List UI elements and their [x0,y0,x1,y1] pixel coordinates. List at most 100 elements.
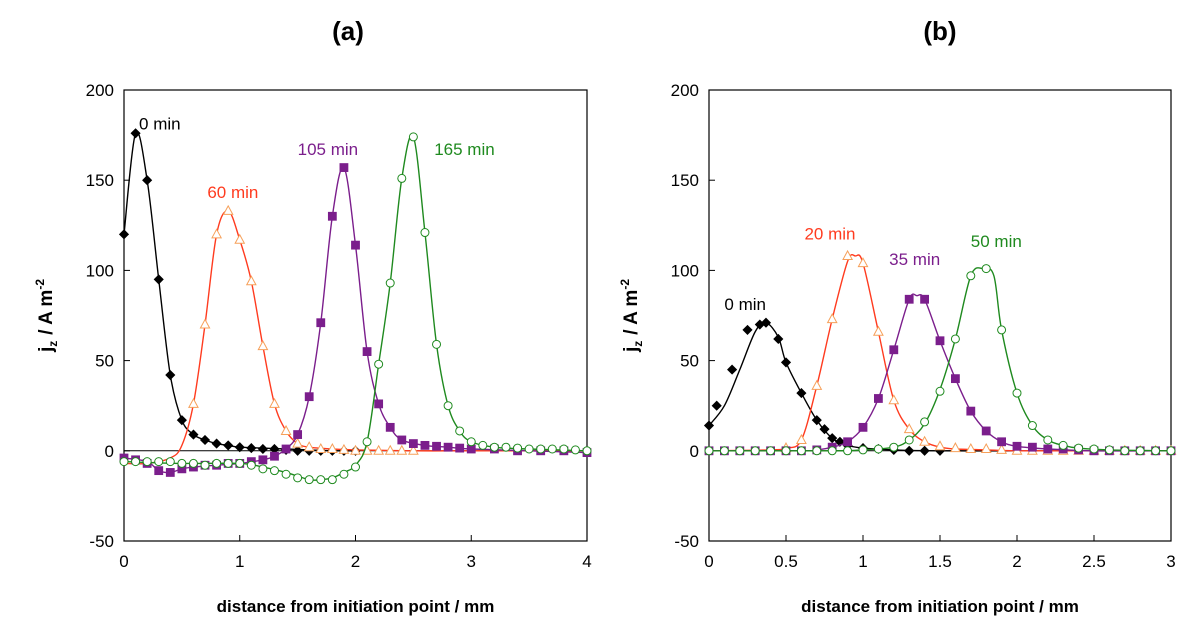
data-point-marker [904,445,915,456]
data-point-marker [703,420,715,431]
x-tick-label: 3 [1166,552,1175,571]
y-axis-label: jz / A m-2 [33,279,60,353]
data-point-marker [234,233,246,244]
y-tick-label: 200 [671,81,699,100]
data-point-marker [339,163,349,172]
y-tick-label: 150 [86,171,114,190]
series-line [123,131,356,452]
data-point-marker [559,444,569,454]
series-0-min: 0 min [118,115,361,456]
y-tick-label: 50 [680,352,699,371]
data-point-marker [211,228,223,239]
data-point-marker [315,442,327,453]
data-point-marker [773,333,784,345]
data-point-marker [996,443,1008,454]
x-tick-label: 0 [119,552,128,571]
data-point-marker [303,441,315,452]
data-point-marker [396,444,408,455]
data-point-marker [1027,421,1037,431]
data-point-marker [478,440,488,450]
series-line [123,166,588,474]
data-point-marker [889,345,899,355]
data-point-marker [719,446,729,456]
data-point-marker [547,444,557,454]
data-point-marker [200,460,210,470]
data-point-marker [257,443,268,455]
data-point-marker [408,439,418,448]
y-axis-label: jz / A m-2 [618,279,645,353]
data-point-marker [177,458,187,468]
y-tick-label: -50 [674,532,699,551]
data-point-marker [843,446,853,456]
x-tick-label: 3 [467,552,476,571]
data-point-marker [727,364,738,375]
data-point-marker [188,397,199,408]
data-point-marker [420,440,430,450]
data-point-marker [711,400,722,411]
series-label: 165 min [434,140,494,159]
plot-frame [708,89,1172,542]
data-point-marker [766,446,776,456]
series-label: 60 min [207,183,258,202]
data-point-marker [780,357,792,368]
data-point-marker [316,318,326,328]
data-point-marker [919,445,930,456]
data-point-marker [934,440,946,451]
x-axis-label: distance from initiation point / mm [217,597,495,616]
data-point-marker [223,458,233,468]
data-point-marker [432,339,442,349]
data-point-marker [154,466,164,476]
data-point-marker [501,442,511,452]
data-point-marker [165,369,176,381]
data-point-marker [385,422,395,432]
data-point-marker [812,446,822,456]
data-point-marker [873,444,883,454]
data-point-marker [1104,445,1114,455]
x-tick-label: 0 [704,552,713,571]
data-point-marker [292,445,303,456]
data-point-marker [903,423,915,434]
data-point-marker [384,444,396,455]
data-point-marker [524,444,534,454]
y-tick-label: 0 [690,442,699,461]
data-point-marker [920,417,930,427]
data-point-marker [304,475,314,485]
data-point-marker [735,446,745,456]
y-tick-label: 0 [105,442,114,461]
series-label: 0 min [724,295,766,314]
data-point-marker [270,451,279,461]
data-point-marker [165,468,175,477]
data-point-marker [827,446,837,456]
data-point-marker [257,340,269,351]
data-point-marker [997,325,1007,335]
data-point-marker [949,442,961,453]
data-point-marker [760,317,772,328]
data-point-marker [872,325,884,336]
data-point-marker [222,204,234,215]
data-point-marker [858,445,868,455]
data-point-marker [858,422,868,432]
data-point-marker [811,379,823,390]
data-point-marker [935,386,945,396]
y-label-unit: / A m [621,290,642,335]
data-point-marker [199,434,211,446]
chart-title: (b) [923,16,956,46]
data-point-marker [455,426,465,436]
data-point-marker [374,399,384,409]
y-tick-label: 100 [671,261,699,280]
data-point-marker [1043,444,1053,454]
data-point-marker [1012,388,1022,398]
data-point-marker [796,446,806,456]
data-point-marker [293,473,303,483]
data-point-marker [246,460,256,470]
data-point-marker [750,446,760,456]
data-point-marker [339,469,349,479]
x-tick-label: 1.5 [928,552,952,571]
data-point-marker [466,437,476,447]
data-point-marker [1028,442,1037,452]
data-point-marker [188,458,198,468]
data-point-marker [397,173,407,183]
data-point-marker [1089,444,1099,454]
data-point-marker [826,313,838,324]
